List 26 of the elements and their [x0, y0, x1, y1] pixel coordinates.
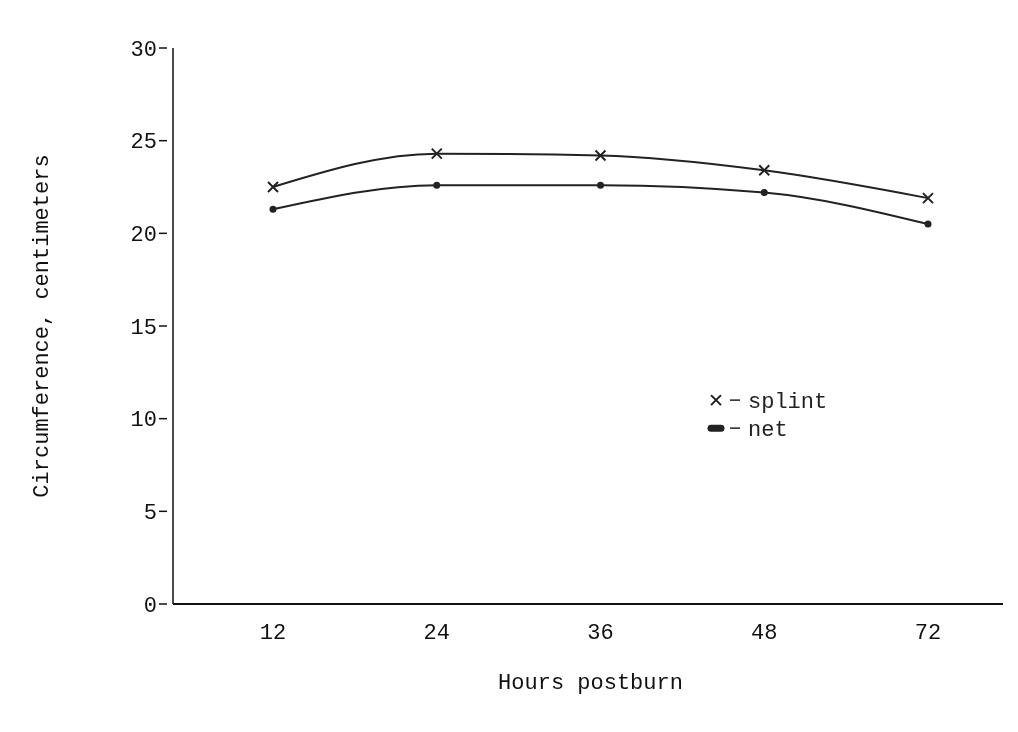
x-axis-title: Hours postburn: [498, 671, 683, 696]
point: [267, 181, 279, 193]
x-tick-label: 24: [423, 621, 450, 646]
y-tick-label: 15: [130, 315, 157, 341]
y-tick-label: 10: [130, 408, 157, 434]
point: [758, 164, 771, 177]
x-tick-label: 72: [914, 621, 942, 646]
legend-label: net: [748, 417, 788, 443]
y-tick-label: 25: [130, 130, 157, 156]
x-tick-label: 36: [587, 621, 614, 646]
point: [433, 181, 441, 189]
y-tick-label: 0: [143, 593, 157, 619]
x-tick-label: 48: [751, 621, 778, 646]
x-tick-label: 12: [259, 621, 287, 646]
y-tick-label: 30: [130, 37, 157, 63]
point: [922, 192, 934, 205]
point: [760, 189, 768, 197]
point: [269, 205, 277, 213]
y-tick-label: 20: [130, 223, 157, 249]
y-tick-label: 5: [143, 501, 157, 527]
y-axis-title: Circumference, centimeters: [30, 154, 55, 498]
point: [597, 181, 604, 189]
point: [430, 147, 443, 160]
point: [594, 149, 607, 162]
point: [924, 220, 932, 228]
legend-label: splint: [748, 389, 828, 415]
